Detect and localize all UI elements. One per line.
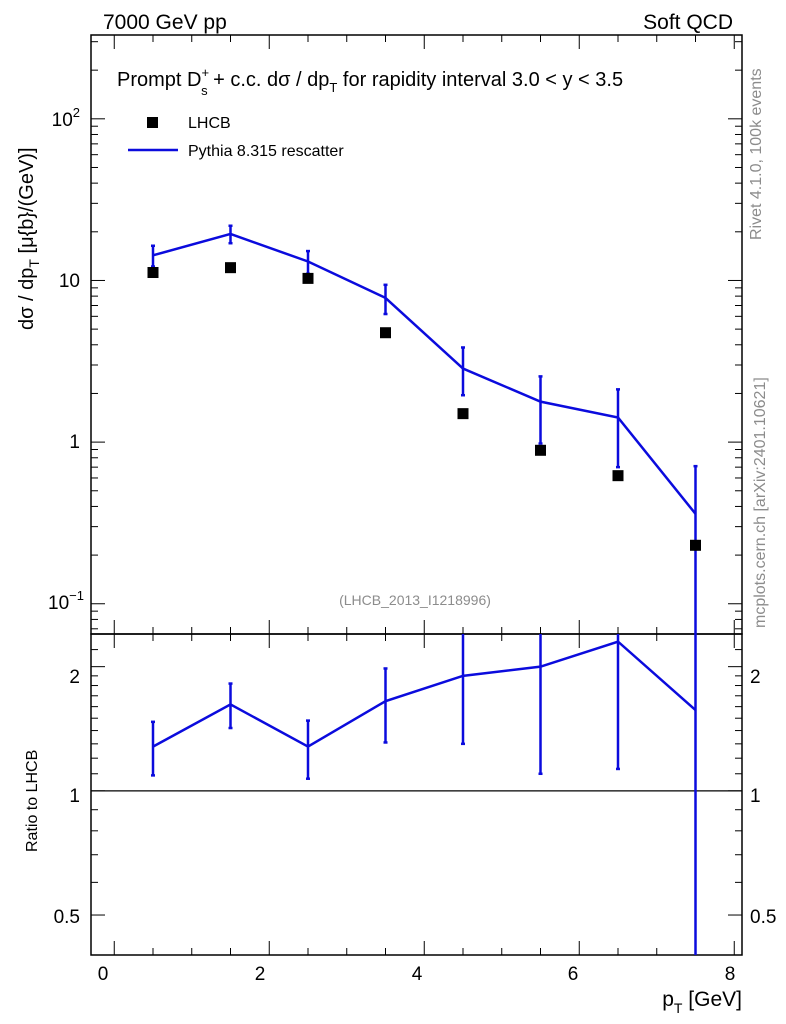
x-axis-label: pT [GeV] [662, 988, 742, 1016]
header-left: 7000 GeV pp [103, 11, 227, 34]
y-tick-10: 10 [59, 271, 80, 292]
x-tick-4: 4 [412, 964, 423, 985]
x-tick-2: 2 [255, 964, 266, 985]
legend-data-label: LHCB [188, 115, 231, 132]
plot-title: Prompt D+ s + c.c. dσ / dpT for rapidity … [117, 65, 623, 98]
mc-line [152, 232, 697, 515]
legend-mc-label: Pythia 8.315 rescatter [188, 143, 344, 160]
analysis-id: (LHCB_2013_I1218996) [339, 592, 491, 608]
data-point [612, 470, 624, 482]
x-tick-6: 6 [568, 964, 579, 985]
ratio-axis-label: Ratio to LHCB [24, 750, 41, 852]
chart-marks [91, 224, 742, 955]
data-point [535, 444, 546, 456]
ratio-tick-2-left: 2 [69, 667, 80, 688]
data-point [380, 327, 391, 339]
header-right: Soft QCD [643, 11, 733, 34]
ratio-tick-1-right: 1 [750, 786, 761, 807]
ratio-tick-2-right: 2 [750, 667, 761, 688]
y-axis-label: dσ / dpT [μ{b}/(GeV)] [16, 147, 42, 330]
y-tick-0.1: 10−1 [48, 588, 84, 614]
y-tick-1: 1 [69, 432, 80, 453]
ratio-tick-0.5-right: 0.5 [750, 907, 776, 928]
data-point [225, 262, 236, 274]
x-tick-0: 0 [98, 964, 109, 985]
data-point [147, 267, 159, 279]
ratio-tick-0.5-left: 0.5 [54, 907, 80, 928]
axis-ticks [91, 35, 742, 955]
ratio-plot-frame [90, 633, 743, 956]
ratio-line [152, 640, 697, 749]
rivet-label: Rivet 4.1.0, 100k events [748, 68, 765, 240]
data-point [457, 408, 469, 420]
y-tick-100: 102 [52, 105, 80, 131]
legend-data-marker [147, 117, 158, 128]
data-point [690, 539, 701, 551]
data-point [302, 272, 314, 284]
ratio-tick-1-left: 1 [69, 786, 80, 807]
mcplots-label: mcplots.cern.ch [arXiv:2401.10621] [752, 377, 769, 628]
x-tick-8: 8 [725, 964, 736, 985]
